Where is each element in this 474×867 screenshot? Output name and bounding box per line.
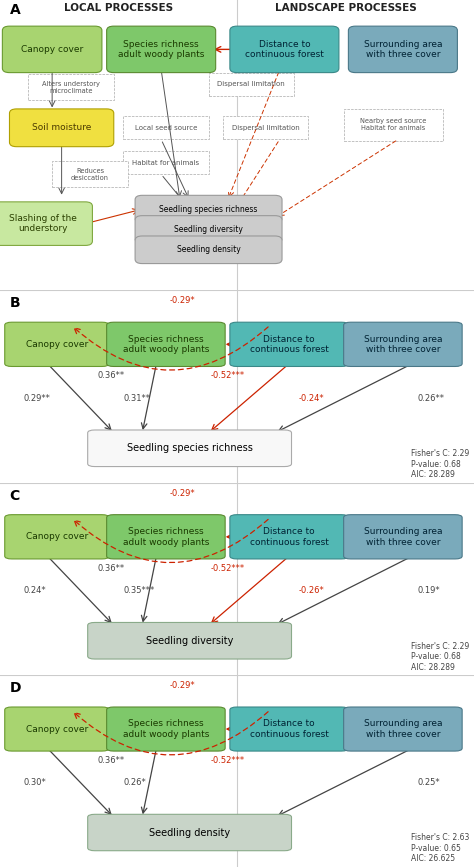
FancyBboxPatch shape xyxy=(123,116,209,140)
Text: Distance to
continuous forest: Distance to continuous forest xyxy=(250,720,328,739)
Text: -0.52***: -0.52*** xyxy=(210,371,245,381)
FancyBboxPatch shape xyxy=(344,707,462,751)
FancyBboxPatch shape xyxy=(88,623,292,659)
FancyBboxPatch shape xyxy=(230,515,348,559)
FancyBboxPatch shape xyxy=(223,116,308,140)
Text: Habitat for animals: Habitat for animals xyxy=(132,160,200,166)
FancyBboxPatch shape xyxy=(107,707,225,751)
Text: 0.19*: 0.19* xyxy=(417,586,440,596)
Text: Distance to
continuous forest: Distance to continuous forest xyxy=(245,40,324,59)
Text: A: A xyxy=(9,3,20,16)
FancyBboxPatch shape xyxy=(107,323,225,367)
FancyBboxPatch shape xyxy=(0,202,92,245)
Text: Species richness
adult woody plants: Species richness adult woody plants xyxy=(123,720,209,739)
Text: Species richness
adult woody plants: Species richness adult woody plants xyxy=(123,335,209,354)
Text: 0.30*: 0.30* xyxy=(24,779,46,787)
Text: Alters understory
microclimate: Alters understory microclimate xyxy=(42,81,100,94)
Text: Seedling density: Seedling density xyxy=(149,827,230,838)
Text: Seedling diversity: Seedling diversity xyxy=(146,636,233,646)
Text: 0.24*: 0.24* xyxy=(24,586,46,596)
FancyBboxPatch shape xyxy=(2,26,102,73)
Text: Reduces
desiccation: Reduces desiccation xyxy=(71,168,109,180)
Text: -0.29*: -0.29* xyxy=(170,681,195,690)
Text: C: C xyxy=(9,489,20,503)
Text: Slashing of the
understory: Slashing of the understory xyxy=(9,214,77,233)
Text: Seedling density: Seedling density xyxy=(177,245,240,254)
Text: Soil moisture: Soil moisture xyxy=(32,123,91,133)
FancyBboxPatch shape xyxy=(348,26,457,73)
Text: LANDSCAPE PROCESSES: LANDSCAPE PROCESSES xyxy=(275,3,417,13)
Text: 0.36**: 0.36** xyxy=(98,756,125,765)
Text: Dispersal limitation: Dispersal limitation xyxy=(232,125,299,131)
Text: Canopy cover: Canopy cover xyxy=(26,340,88,349)
FancyBboxPatch shape xyxy=(230,323,348,367)
FancyBboxPatch shape xyxy=(28,74,114,101)
Text: Seedling species richness: Seedling species richness xyxy=(127,443,253,453)
Text: 0.36**: 0.36** xyxy=(98,564,125,573)
Text: B: B xyxy=(9,297,20,310)
FancyBboxPatch shape xyxy=(9,109,114,147)
Text: -0.29*: -0.29* xyxy=(170,489,195,498)
Text: Canopy cover: Canopy cover xyxy=(26,532,88,541)
Text: Nearby seed source
Habitat for animals: Nearby seed source Habitat for animals xyxy=(360,119,427,132)
FancyBboxPatch shape xyxy=(135,216,282,244)
FancyBboxPatch shape xyxy=(88,814,292,851)
FancyBboxPatch shape xyxy=(5,323,109,367)
FancyBboxPatch shape xyxy=(135,195,282,223)
Text: Local seed source: Local seed source xyxy=(135,125,197,131)
Text: Surrounding area
with three cover: Surrounding area with three cover xyxy=(364,720,442,739)
Text: 0.29**: 0.29** xyxy=(24,394,51,403)
Text: 0.31**: 0.31** xyxy=(123,394,150,403)
Text: Surrounding area
with three cover: Surrounding area with three cover xyxy=(364,40,442,59)
Text: 0.26**: 0.26** xyxy=(417,394,444,403)
Text: -0.52***: -0.52*** xyxy=(210,564,245,573)
Text: -0.26*: -0.26* xyxy=(299,586,324,596)
Text: 0.26*: 0.26* xyxy=(123,779,146,787)
FancyBboxPatch shape xyxy=(230,707,348,751)
FancyBboxPatch shape xyxy=(123,151,209,174)
Text: Distance to
continuous forest: Distance to continuous forest xyxy=(250,527,328,546)
FancyBboxPatch shape xyxy=(5,515,109,559)
FancyBboxPatch shape xyxy=(230,26,339,73)
Text: Seedling species richness: Seedling species richness xyxy=(159,205,258,213)
Text: Surrounding area
with three cover: Surrounding area with three cover xyxy=(364,527,442,546)
Text: Distance to
continuous forest: Distance to continuous forest xyxy=(250,335,328,354)
FancyBboxPatch shape xyxy=(107,26,216,73)
Text: Species richness
adult woody plants: Species richness adult woody plants xyxy=(123,527,209,546)
Text: Fisher's C: 2.29
P-value: 0.68
AIC: 28.289: Fisher's C: 2.29 P-value: 0.68 AIC: 28.2… xyxy=(411,642,469,672)
Text: Surrounding area
with three cover: Surrounding area with three cover xyxy=(364,335,442,354)
Text: Fisher's C: 2.29
P-value: 0.68
AIC: 28.289: Fisher's C: 2.29 P-value: 0.68 AIC: 28.2… xyxy=(411,449,469,479)
Text: Seedling diversity: Seedling diversity xyxy=(174,225,243,234)
Text: -0.29*: -0.29* xyxy=(170,297,195,305)
FancyBboxPatch shape xyxy=(344,515,462,559)
FancyBboxPatch shape xyxy=(88,430,292,466)
Text: Canopy cover: Canopy cover xyxy=(26,725,88,733)
Text: 0.25*: 0.25* xyxy=(417,779,440,787)
FancyBboxPatch shape xyxy=(135,236,282,264)
Text: Species richness
adult woody plants: Species richness adult woody plants xyxy=(118,40,204,59)
Text: 0.35***: 0.35*** xyxy=(123,586,155,596)
FancyBboxPatch shape xyxy=(344,323,462,367)
Text: 0.36**: 0.36** xyxy=(98,371,125,381)
FancyBboxPatch shape xyxy=(209,73,294,96)
Text: -0.24*: -0.24* xyxy=(299,394,324,403)
Text: Dispersal limitation: Dispersal limitation xyxy=(218,81,285,88)
FancyBboxPatch shape xyxy=(107,515,225,559)
Text: -0.52***: -0.52*** xyxy=(210,756,245,765)
Text: LOCAL PROCESSES: LOCAL PROCESSES xyxy=(64,3,173,13)
FancyBboxPatch shape xyxy=(52,161,128,187)
Text: Fisher's C: 2.63
P-value: 0.65
AIC: 26.625: Fisher's C: 2.63 P-value: 0.65 AIC: 26.6… xyxy=(411,833,469,864)
FancyBboxPatch shape xyxy=(5,707,109,751)
Text: D: D xyxy=(9,681,21,695)
Text: Canopy cover: Canopy cover xyxy=(21,45,83,54)
FancyBboxPatch shape xyxy=(344,109,443,140)
